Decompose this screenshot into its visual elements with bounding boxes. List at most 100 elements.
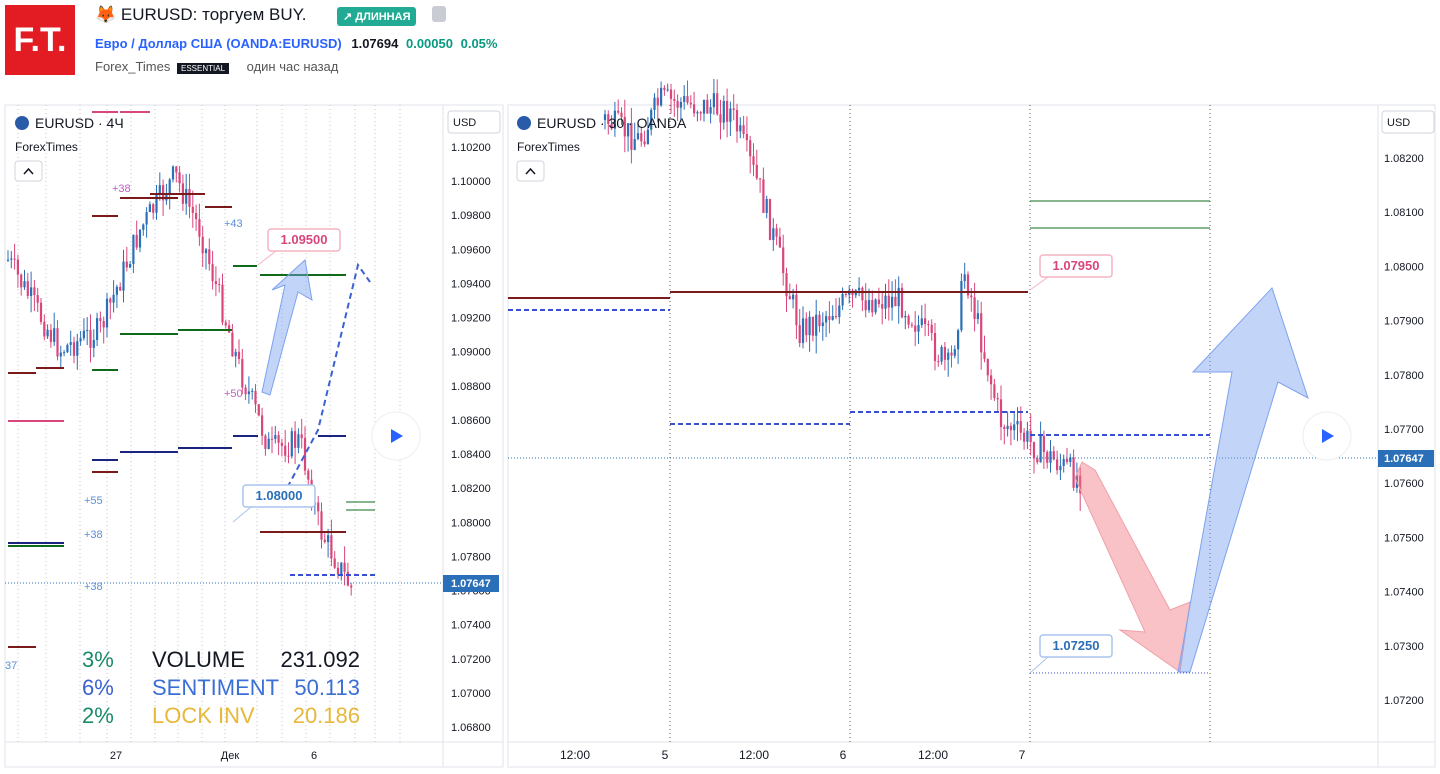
candle-body (782, 247, 785, 274)
candle-body (726, 100, 729, 122)
long-badge: ↗ ДЛИННАЯ (337, 7, 417, 26)
candle-body (986, 358, 989, 376)
callout (267, 228, 341, 252)
symbol-code[interactable]: (OANDA:EURUSD) (226, 36, 342, 51)
candle-body (241, 359, 244, 388)
candle-body (900, 287, 904, 318)
candle-body (36, 295, 39, 303)
callout-pointer (1029, 656, 1049, 674)
candle-body (970, 295, 973, 298)
candle-body (884, 295, 887, 309)
price-axis-label: 1.10200 (451, 142, 491, 154)
time-axis-label: Дек (221, 750, 240, 762)
candle-body (20, 274, 23, 288)
candle-body (636, 133, 640, 140)
candle-body (125, 261, 128, 268)
candle-body (1062, 458, 1065, 466)
price-axis-label: 1.06800 (451, 722, 491, 734)
collapse-button[interactable] (14, 160, 43, 182)
candle-body (841, 293, 844, 306)
candle-body (864, 300, 867, 311)
candle-body (300, 434, 303, 439)
candle-body (904, 315, 907, 318)
candle-body (706, 99, 709, 114)
candle-body (722, 100, 725, 123)
candle-body (871, 300, 874, 313)
idea-title: 🦊 EURUSD: торгуем BUY. (95, 5, 307, 24)
candle-body (844, 293, 847, 295)
candle-body (1016, 421, 1019, 425)
candle-body (907, 315, 910, 325)
logo[interactable]: F.T. (5, 5, 75, 75)
candle-body (297, 434, 300, 448)
candle-body (26, 281, 29, 296)
candle-body (752, 156, 755, 165)
candle-body (188, 189, 191, 207)
arrow (261, 259, 313, 396)
candle-body (623, 117, 626, 137)
candle-body (261, 415, 264, 436)
price-axis-label: 1.07200 (451, 654, 491, 666)
candle-body (264, 435, 267, 449)
candle-body (86, 329, 89, 331)
candle-body (228, 325, 231, 333)
currency: USD (1387, 117, 1410, 129)
candle-body (1059, 465, 1062, 471)
candle-body (877, 299, 880, 305)
callout-text: 1.07250 (1053, 638, 1100, 653)
candle-body (765, 198, 768, 213)
candle-body (858, 287, 861, 291)
candle-body (1042, 435, 1045, 452)
candle-body (155, 193, 158, 213)
candle-body (218, 284, 221, 286)
candle-body (175, 166, 178, 173)
candle-body (993, 384, 996, 399)
candle-body (709, 107, 712, 114)
candle-body (627, 123, 630, 137)
candle-body (1019, 421, 1022, 433)
price: 1.07694 (351, 36, 399, 51)
candle-body (650, 109, 653, 130)
candle-body (640, 133, 643, 142)
candle-body (191, 206, 194, 213)
current-price-tag (1378, 450, 1434, 467)
candle-body (838, 305, 841, 318)
time-axis-label: 27 (110, 750, 122, 762)
collapse-button[interactable] (516, 160, 545, 182)
candle-body (185, 189, 188, 204)
candle-body (947, 352, 950, 360)
time: один час назад (246, 59, 339, 74)
play-button[interactable] (371, 411, 421, 461)
candle-body (89, 329, 92, 348)
candle-body (132, 234, 135, 265)
candle-body (834, 315, 838, 318)
candle-body (719, 114, 722, 123)
symbol-name[interactable]: Евро / Доллар США (95, 36, 223, 51)
candle-body (633, 139, 636, 150)
candle-body (267, 438, 270, 449)
candle-body (165, 194, 168, 201)
candle-body (56, 328, 59, 357)
candle-body (16, 259, 19, 275)
indicator: ForexTimes (15, 140, 78, 154)
candle-body (937, 361, 940, 363)
candle-body (702, 99, 706, 114)
candle-body (152, 204, 155, 213)
candle-body (43, 321, 46, 337)
symbol: EURUSD · 4Ч (35, 115, 124, 131)
price-axis-label: 1.08000 (1384, 261, 1424, 273)
candle-body (1039, 435, 1042, 463)
price-axis-label: 1.07900 (1384, 316, 1424, 328)
current-price: 1.07647 (1384, 453, 1424, 465)
candle-body (39, 302, 43, 322)
play-button[interactable] (1302, 411, 1352, 461)
stat-pct: 2% (82, 703, 114, 728)
header: F.T. 🦊 EURUSD: торгуем BUY. ↗ ДЛИННАЯ Ев… (0, 0, 1440, 100)
candle-body (307, 470, 310, 480)
candle-body (181, 183, 184, 204)
candle-body (953, 349, 956, 356)
candle-body (343, 562, 346, 572)
title-text: EURUSD: торгуем BUY. (120, 5, 307, 24)
projection (277, 262, 371, 506)
author[interactable]: Forex_Times (95, 59, 171, 74)
